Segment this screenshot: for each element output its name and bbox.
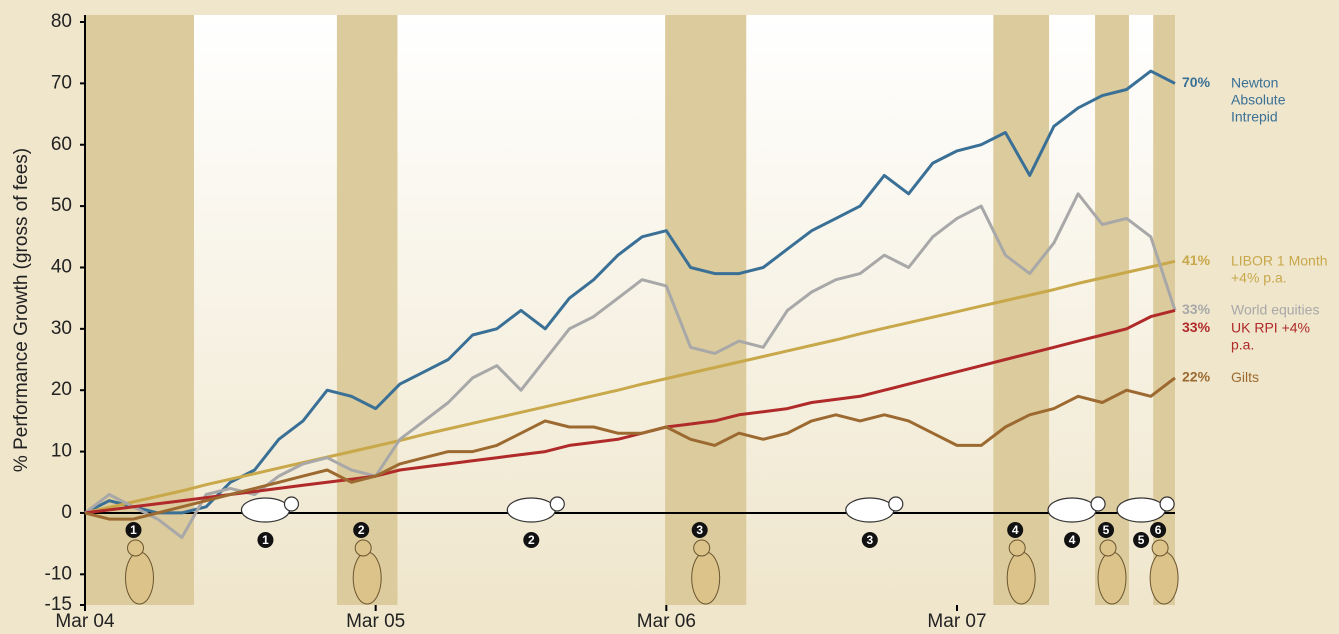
- bull-icon: [1116, 497, 1166, 523]
- bull-head: [283, 496, 300, 512]
- bull-head: [1090, 496, 1106, 512]
- badge-label: 2: [528, 533, 535, 547]
- y-tick-label: 40: [51, 256, 72, 277]
- badge-label: 1: [262, 533, 269, 547]
- bands: [85, 15, 1175, 605]
- end-value-label: 33%: [1182, 301, 1211, 317]
- badge: [691, 522, 708, 538]
- badge: [257, 532, 274, 548]
- badge-label: 4: [1012, 523, 1019, 537]
- y-tick-label: -10: [45, 563, 72, 584]
- y-tick-label: 20: [51, 379, 72, 400]
- bear-head: [693, 539, 711, 557]
- badge: [523, 532, 540, 548]
- badge-label: 6: [1155, 523, 1162, 537]
- badge: [125, 522, 142, 538]
- bear-head: [354, 539, 372, 557]
- series-line: [84, 259, 1176, 515]
- bear-head: [1008, 539, 1026, 557]
- series-line: [84, 376, 1176, 521]
- y-tick-label: 30: [51, 318, 72, 339]
- x-tick-label: Mar 07: [927, 611, 986, 632]
- bear-icon: [125, 551, 154, 605]
- series-name: Newton Absolute Intrepid: [1231, 74, 1286, 124]
- y-tick-label: 70: [51, 72, 72, 93]
- bear-period: [665, 15, 747, 605]
- y-tick-label: 0: [61, 502, 72, 523]
- series-name: Gilts: [1231, 369, 1259, 385]
- y-tick-label: -15: [45, 594, 72, 615]
- end-value-label: 22%: [1182, 369, 1211, 385]
- bull-head: [1159, 496, 1175, 512]
- x-tick-label: Mar 05: [346, 611, 405, 632]
- badge: [1098, 522, 1115, 538]
- bear-head: [1099, 539, 1117, 557]
- badge-label: 3: [696, 523, 703, 537]
- bear-period: [336, 15, 398, 605]
- end-value-label: 70%: [1182, 74, 1211, 90]
- series-name: World equities: [1231, 301, 1319, 317]
- badge: [1150, 522, 1167, 538]
- y-tick-label: 10: [51, 441, 72, 462]
- bear-period: [1153, 15, 1175, 605]
- badge-label: 1: [130, 523, 137, 537]
- y-tick-label: 50: [51, 195, 72, 216]
- lines: 70% Newton Absolute Intrepid 41% LIBOR 1 Mont…: [84, 69, 1328, 539]
- bear-icon: [1097, 551, 1127, 605]
- series-line: [84, 308, 1176, 515]
- badge-label: 5: [1103, 523, 1110, 537]
- bear-icon: [352, 551, 382, 605]
- badge: [1064, 532, 1081, 548]
- series-line: [84, 69, 1176, 515]
- bear-icon: [1149, 551, 1179, 605]
- end-value-label: 33%: [1182, 319, 1211, 335]
- badge: [1007, 522, 1024, 538]
- series-name: UK RPI +4% p.a.: [1231, 319, 1310, 352]
- y-axis-label: % Performance Growth (gross of fees): [11, 148, 32, 472]
- badge: [861, 532, 878, 548]
- badge: [353, 522, 370, 538]
- bear-head: [1151, 539, 1169, 557]
- bull-head: [888, 496, 904, 512]
- bull-icon: [506, 497, 556, 523]
- bear-head: [127, 539, 144, 557]
- bull-icon: [1047, 497, 1097, 523]
- bull-head: [549, 496, 565, 512]
- bull-icon: [240, 497, 291, 523]
- end-value-label: 41%: [1182, 252, 1211, 268]
- bear-period: [993, 15, 1050, 605]
- series-name: LIBOR 1 Month +4% p.a.: [1231, 252, 1328, 285]
- badge-label: 5: [1138, 533, 1145, 547]
- badge: [1133, 532, 1150, 548]
- badge-label: 2: [358, 523, 365, 537]
- y-tick-label: 60: [51, 134, 72, 155]
- badge-label: 4: [1069, 533, 1076, 547]
- badge-label: 3: [866, 533, 873, 547]
- x-tick-label: Mar 06: [637, 611, 696, 632]
- icons: 1 2 3 4 5 61 2 3 4 5: [125, 496, 1179, 605]
- bear-icon: [691, 551, 721, 605]
- x-tick-label: Mar 04: [55, 611, 115, 632]
- bear-icon: [1006, 551, 1036, 605]
- bull-icon: [845, 497, 895, 523]
- y-tick-label: 80: [51, 11, 72, 32]
